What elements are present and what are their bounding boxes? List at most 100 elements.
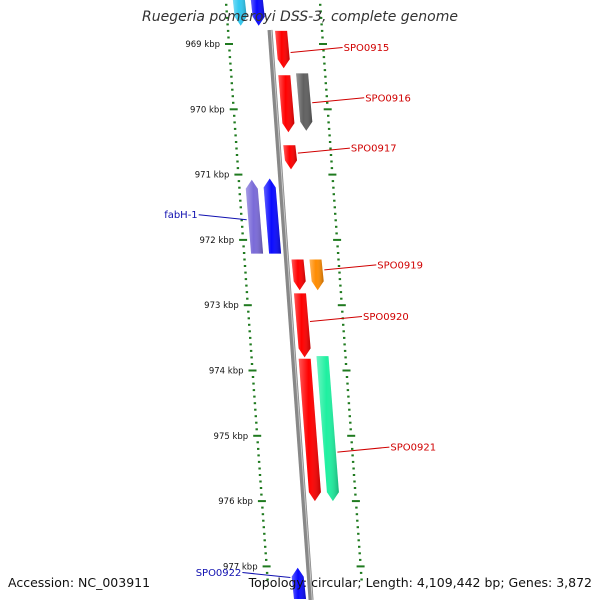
left-tick-mark (262, 519, 265, 522)
left-tick-mark (255, 421, 258, 424)
right-tick-mark (326, 101, 329, 104)
genome-backbone (267, 29, 314, 600)
right-tick-mark (351, 454, 354, 457)
left-tick-mark (265, 571, 269, 574)
left-tick-mark (230, 75, 233, 78)
right-tick-mark (356, 519, 359, 522)
right-tick-mark (354, 493, 357, 496)
right-tick-mark (359, 558, 362, 561)
left-tick-mark (225, 10, 228, 13)
right-tick-mark (324, 82, 327, 85)
map-title: Ruegeria pomeroyi DSS-3, complete genome (142, 9, 458, 25)
left-tick-mark (264, 552, 267, 555)
gene-SPO0916-partner (296, 73, 313, 131)
right-tick-mark (349, 421, 352, 424)
label-leader-line (290, 47, 343, 53)
left-tick-mark (266, 578, 269, 581)
left-tick-mark (255, 428, 258, 431)
right-tick-mark (329, 147, 332, 150)
tick-label: 971 kbp (195, 171, 230, 181)
left-tick-mark (229, 108, 238, 111)
genome-summary-text: Topology: circular; Length: 4,109,442 bp… (248, 575, 592, 590)
right-tick-mark (338, 271, 341, 274)
gene-shading (232, 0, 247, 26)
right-tick-mark (327, 121, 330, 124)
right-tick-mark (333, 206, 336, 209)
left-tick-mark (245, 291, 249, 294)
left-tick-mark (232, 101, 235, 104)
left-tick-mark (235, 147, 238, 150)
right-tick-mark (320, 29, 324, 32)
left-tick-mark (238, 193, 241, 196)
left-tick-mark (226, 23, 229, 26)
gene-label: SPO0921 (390, 443, 436, 454)
right-tick-mark (352, 467, 355, 470)
gene-SPO0916 (278, 75, 295, 133)
gene-label: SPO0917 (351, 144, 397, 155)
right-tick-mark (347, 395, 350, 398)
tick-label: 977 kbp (223, 562, 258, 572)
gene-SPO0920 (294, 293, 311, 358)
tick-label: 976 kbp (218, 497, 253, 507)
left-tick-mark (236, 160, 239, 163)
left-tick-mark (227, 36, 230, 39)
label-leader-line (312, 97, 365, 104)
right-tick-mark (347, 402, 351, 405)
genome-backbone-highlight (270, 29, 313, 600)
left-tick-mark (250, 363, 254, 365)
left-tick-mark (252, 389, 256, 392)
right-tick-mark (332, 193, 335, 196)
right-tick-mark (323, 69, 327, 72)
gene-label: SPO0916 (365, 93, 411, 104)
gene-fabH-1-partner (263, 178, 282, 254)
left-tick-mark (247, 310, 250, 313)
right-tick-mark (360, 578, 363, 581)
tick-label: 970 kbp (190, 105, 225, 115)
left-tick-mark (263, 539, 266, 542)
gene-shading (298, 358, 321, 502)
gene-label: SPO0915 (344, 43, 390, 54)
right-tick-mark (344, 356, 347, 359)
right-tick-mark (336, 245, 339, 248)
right-tick-mark (347, 434, 356, 437)
right-tick-mark (341, 310, 344, 313)
left-tick-mark (234, 134, 237, 137)
right-tick-mark (328, 141, 332, 143)
gene-SPO0921 (298, 358, 321, 502)
left-tick-mark (262, 565, 271, 568)
right-tick-mark (319, 3, 322, 6)
gene-SPO0922 (291, 567, 306, 599)
tick-label: 972 kbp (199, 236, 234, 246)
left-tick-mark (233, 114, 236, 117)
gene-upstream-gene-2 (250, 0, 265, 26)
right-tick-mark (349, 428, 352, 431)
right-tick-mark (322, 49, 325, 52)
right-tick-mark (355, 506, 358, 509)
left-tick-mark (240, 212, 243, 215)
right-tick-mark (334, 212, 337, 215)
left-tick-mark (261, 506, 264, 509)
left-tick-mark (241, 232, 244, 235)
left-tick-mark (244, 271, 247, 274)
left-tick-mark (248, 369, 257, 372)
left-tick-mark (231, 95, 234, 98)
right-tick-mark (353, 487, 357, 489)
right-tick-mark (356, 526, 359, 529)
left-tick-mark (251, 376, 255, 378)
right-tick-mark (319, 43, 327, 45)
left-tick-mark (225, 16, 229, 19)
left-tick-mark (226, 29, 230, 32)
left-tick-mark (253, 434, 262, 437)
left-tick-mark (248, 323, 251, 326)
gene-shading (250, 0, 265, 26)
right-tick-mark (319, 10, 322, 13)
left-tick-mark (228, 56, 232, 59)
right-tick-mark (340, 297, 343, 300)
left-tick-mark (258, 474, 262, 476)
tick-layer: 969 kbp 970 kbp 971 kbp 972 kbp 973 kbp 974 k… (185, 3, 365, 581)
gene-shading (275, 30, 290, 69)
right-tick-mark (351, 500, 360, 503)
right-tick-mark (323, 108, 332, 111)
